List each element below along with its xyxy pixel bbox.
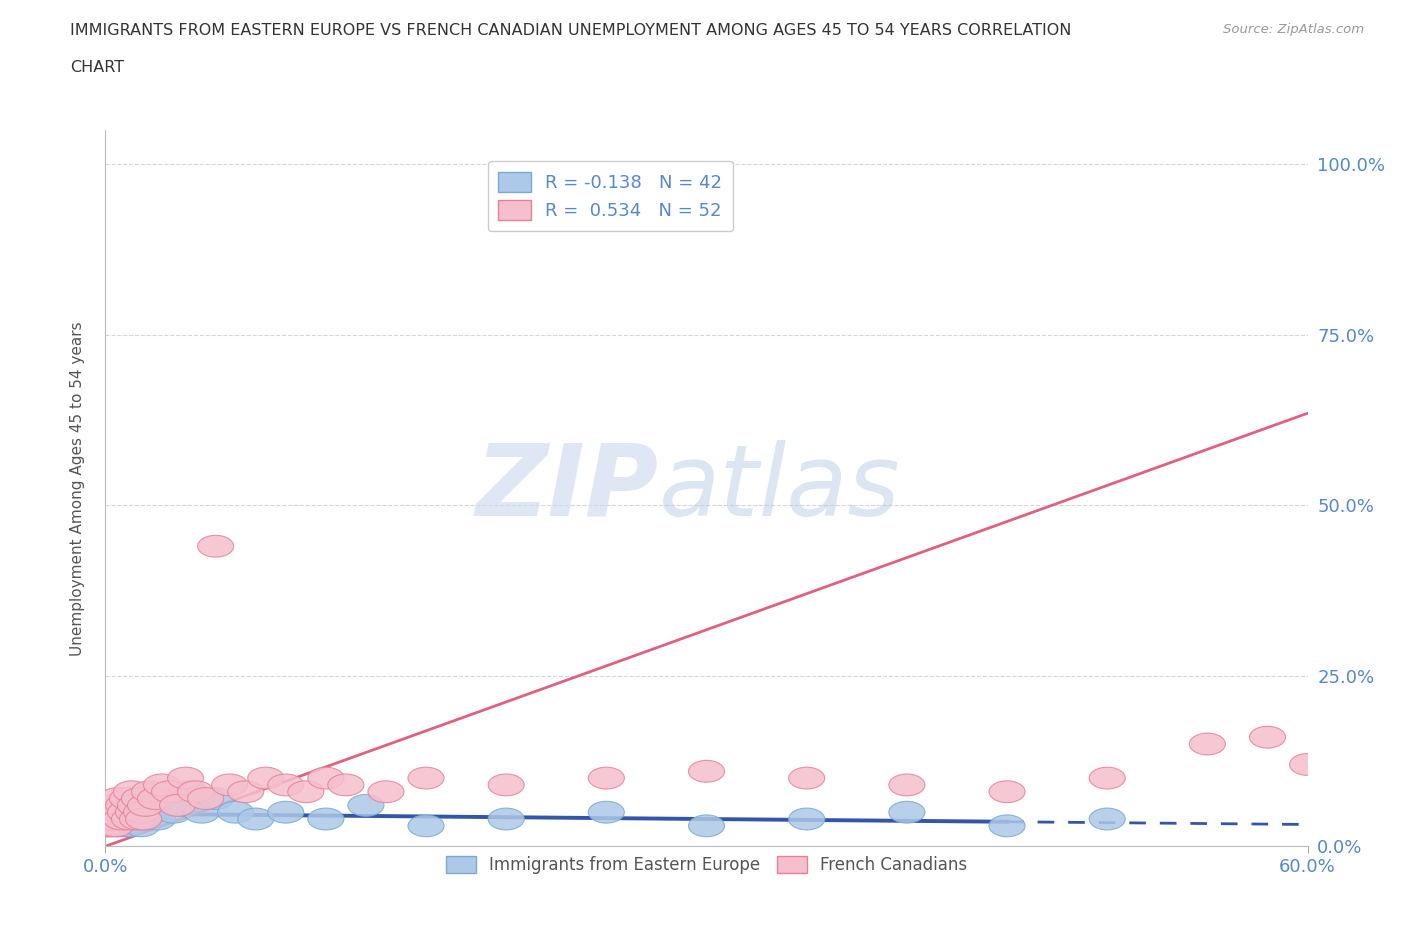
Ellipse shape	[97, 815, 134, 837]
Ellipse shape	[1389, 767, 1406, 789]
Ellipse shape	[1189, 733, 1226, 755]
Ellipse shape	[111, 815, 148, 837]
Ellipse shape	[198, 536, 233, 557]
Ellipse shape	[368, 781, 404, 803]
Ellipse shape	[408, 815, 444, 837]
Ellipse shape	[110, 788, 146, 809]
Ellipse shape	[139, 808, 176, 830]
Ellipse shape	[689, 761, 724, 782]
Ellipse shape	[124, 815, 159, 837]
Ellipse shape	[118, 802, 153, 823]
Ellipse shape	[132, 802, 167, 823]
Ellipse shape	[128, 794, 163, 817]
Ellipse shape	[177, 781, 214, 803]
Ellipse shape	[308, 808, 344, 830]
Text: CHART: CHART	[70, 60, 124, 75]
Ellipse shape	[125, 808, 162, 830]
Ellipse shape	[132, 781, 167, 803]
Ellipse shape	[114, 781, 149, 803]
Ellipse shape	[1090, 767, 1125, 789]
Ellipse shape	[689, 815, 724, 837]
Ellipse shape	[118, 794, 153, 817]
Ellipse shape	[91, 802, 128, 823]
Ellipse shape	[889, 802, 925, 823]
Ellipse shape	[105, 815, 142, 837]
Ellipse shape	[218, 802, 253, 823]
Ellipse shape	[101, 802, 138, 823]
Ellipse shape	[96, 802, 132, 823]
Ellipse shape	[347, 794, 384, 817]
Ellipse shape	[212, 774, 247, 796]
Ellipse shape	[488, 774, 524, 796]
Ellipse shape	[267, 802, 304, 823]
Ellipse shape	[308, 767, 344, 789]
Legend: Immigrants from Eastern Europe, French Canadians: Immigrants from Eastern Europe, French C…	[439, 849, 974, 881]
Ellipse shape	[101, 802, 138, 823]
Ellipse shape	[187, 788, 224, 809]
Ellipse shape	[111, 808, 148, 830]
Ellipse shape	[588, 767, 624, 789]
Ellipse shape	[121, 788, 157, 809]
Ellipse shape	[247, 767, 284, 789]
Ellipse shape	[152, 781, 187, 803]
Ellipse shape	[128, 808, 163, 830]
Ellipse shape	[138, 788, 173, 809]
Ellipse shape	[328, 774, 364, 796]
Ellipse shape	[789, 767, 825, 789]
Ellipse shape	[172, 781, 208, 803]
Ellipse shape	[789, 808, 825, 830]
Ellipse shape	[156, 802, 191, 823]
Ellipse shape	[1250, 726, 1285, 748]
Ellipse shape	[988, 781, 1025, 803]
Ellipse shape	[90, 815, 125, 837]
Ellipse shape	[87, 808, 124, 830]
Y-axis label: Unemployment Among Ages 45 to 54 years: Unemployment Among Ages 45 to 54 years	[70, 321, 84, 656]
Ellipse shape	[408, 767, 444, 789]
Ellipse shape	[159, 794, 195, 817]
Text: ZIP: ZIP	[475, 440, 658, 537]
Ellipse shape	[488, 808, 524, 830]
Ellipse shape	[90, 815, 125, 837]
Ellipse shape	[107, 808, 143, 830]
Ellipse shape	[91, 808, 128, 830]
Text: atlas: atlas	[658, 440, 900, 537]
Ellipse shape	[288, 781, 323, 803]
Ellipse shape	[115, 808, 152, 830]
Ellipse shape	[198, 788, 233, 809]
Ellipse shape	[107, 802, 143, 823]
Ellipse shape	[588, 802, 624, 823]
Ellipse shape	[228, 781, 264, 803]
Ellipse shape	[97, 808, 134, 830]
Ellipse shape	[121, 794, 157, 817]
Ellipse shape	[148, 788, 184, 809]
Ellipse shape	[988, 815, 1025, 837]
Ellipse shape	[110, 802, 146, 823]
Ellipse shape	[135, 794, 172, 817]
Ellipse shape	[184, 802, 219, 823]
Ellipse shape	[93, 815, 129, 837]
Ellipse shape	[143, 774, 180, 796]
Ellipse shape	[104, 808, 139, 830]
Ellipse shape	[115, 802, 152, 823]
Ellipse shape	[120, 808, 156, 830]
Ellipse shape	[238, 808, 274, 830]
Ellipse shape	[167, 767, 204, 789]
Ellipse shape	[100, 815, 135, 837]
Ellipse shape	[120, 808, 156, 830]
Text: IMMIGRANTS FROM EASTERN EUROPE VS FRENCH CANADIAN UNEMPLOYMENT AMONG AGES 45 TO : IMMIGRANTS FROM EASTERN EUROPE VS FRENCH…	[70, 23, 1071, 38]
Ellipse shape	[124, 802, 159, 823]
Ellipse shape	[1090, 808, 1125, 830]
Ellipse shape	[267, 774, 304, 796]
Ellipse shape	[1289, 753, 1326, 776]
Ellipse shape	[104, 808, 139, 830]
Ellipse shape	[889, 774, 925, 796]
Ellipse shape	[163, 794, 200, 817]
Ellipse shape	[114, 794, 149, 817]
Ellipse shape	[105, 794, 142, 817]
Text: Source: ZipAtlas.com: Source: ZipAtlas.com	[1223, 23, 1364, 36]
Ellipse shape	[100, 788, 135, 809]
Ellipse shape	[96, 794, 132, 817]
Ellipse shape	[93, 808, 129, 830]
Ellipse shape	[125, 802, 162, 823]
